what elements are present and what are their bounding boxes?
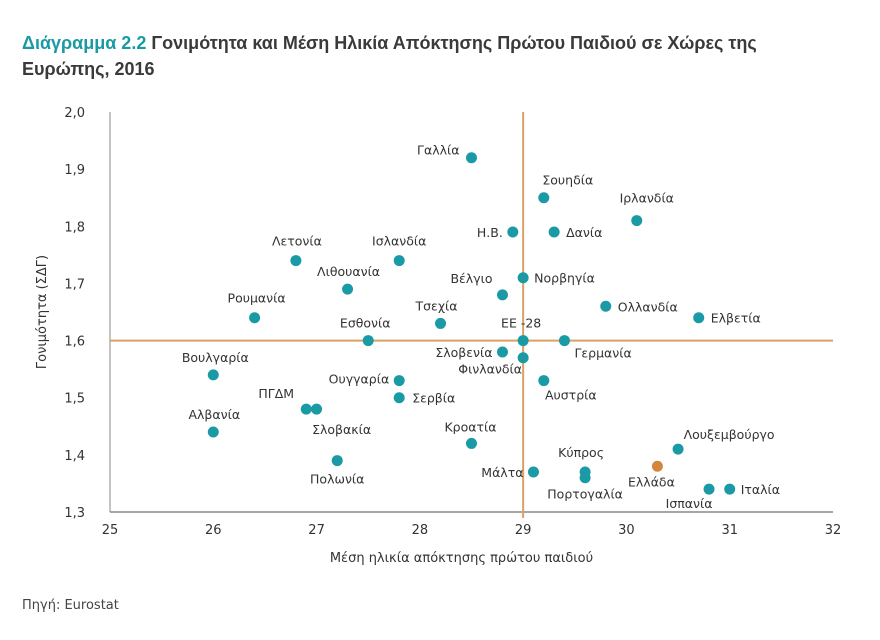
data-point bbox=[466, 437, 477, 449]
data-point bbox=[651, 460, 663, 472]
data-label: Γαλλία bbox=[417, 143, 459, 158]
data-label: Εσθονία bbox=[340, 316, 391, 331]
x-axis-title: Μέση ηλικία απόκτησης πρώτου παιδιού bbox=[330, 551, 593, 566]
data-label: Βουλγαρία bbox=[182, 350, 249, 365]
data-point bbox=[393, 392, 405, 404]
x-tick-label: 29 bbox=[515, 523, 532, 538]
data-label: Ελβετία bbox=[711, 311, 761, 326]
data-point bbox=[466, 152, 477, 164]
data-label: Ιταλία bbox=[741, 482, 780, 497]
data-point bbox=[538, 375, 550, 387]
data-point bbox=[631, 215, 643, 227]
data-label: ΠΓΔΜ bbox=[258, 386, 294, 401]
x-tick-label: 26 bbox=[205, 523, 222, 538]
data-label: Ισλανδία bbox=[372, 234, 426, 249]
x-tick-label: 31 bbox=[721, 523, 738, 538]
data-point bbox=[435, 317, 447, 329]
y-tick-label: 1,5 bbox=[64, 392, 85, 407]
data-label: Λουξεμβούργο bbox=[684, 427, 775, 442]
data-label: Ουγγαρία bbox=[329, 372, 390, 387]
y-tick-label: 2,0 bbox=[64, 106, 85, 121]
data-label: Νορβηγία bbox=[534, 271, 595, 286]
chart-title: Διάγραμμα 2.2 Γονιμότητα και Μέση Ηλικία… bbox=[22, 30, 822, 82]
data-label: Ρουμανία bbox=[228, 291, 286, 306]
data-label: Ελλάδα bbox=[628, 474, 675, 489]
y-tick-label: 1,7 bbox=[64, 277, 85, 292]
data-point bbox=[362, 335, 374, 347]
data-point bbox=[393, 375, 405, 387]
y-tick-label: 1,6 bbox=[64, 335, 85, 350]
data-point bbox=[548, 226, 560, 238]
data-label: Πορτογαλία bbox=[547, 487, 623, 502]
data-label: Πολωνία bbox=[310, 472, 364, 487]
data-point bbox=[300, 403, 312, 415]
data-point bbox=[290, 255, 302, 267]
data-point bbox=[207, 369, 219, 381]
y-axis-title: Γονιμότητα (ΣΔΓ) bbox=[35, 255, 50, 369]
data-point bbox=[693, 312, 705, 324]
data-point bbox=[703, 483, 715, 495]
x-tick-label: 25 bbox=[102, 523, 119, 538]
data-label: Σλοβακία bbox=[312, 422, 371, 437]
data-label: Κύπρος bbox=[558, 445, 604, 460]
data-point bbox=[393, 255, 405, 267]
data-point bbox=[311, 403, 323, 415]
data-label: Μάλτα bbox=[481, 465, 523, 480]
data-point bbox=[724, 483, 736, 495]
x-tick-label: 32 bbox=[825, 523, 842, 538]
data-label: Κροατία bbox=[444, 419, 496, 434]
data-label: Σουηδία bbox=[542, 173, 593, 188]
data-label: Αλβανία bbox=[188, 407, 240, 422]
data-label: Φινλανδία bbox=[458, 362, 522, 377]
y-tick-label: 1,8 bbox=[64, 220, 85, 235]
data-point bbox=[538, 192, 550, 204]
data-label: Ισπανία bbox=[666, 496, 713, 511]
y-tick-label: 1,4 bbox=[64, 449, 85, 464]
data-label: Βέλγιο bbox=[450, 271, 492, 286]
data-point bbox=[527, 466, 539, 478]
data-point bbox=[517, 352, 529, 364]
x-tick-label: 27 bbox=[308, 523, 325, 538]
data-point bbox=[672, 443, 684, 455]
data-label: Αυστρία bbox=[545, 388, 597, 403]
data-point bbox=[579, 472, 591, 484]
data-point bbox=[496, 346, 508, 358]
data-point bbox=[331, 455, 343, 467]
data-point bbox=[507, 226, 519, 238]
data-point bbox=[342, 283, 354, 295]
chart-title-text: Γονιμότητα και Μέση Ηλικία Απόκτησης Πρώ… bbox=[22, 33, 757, 79]
data-point bbox=[207, 426, 219, 438]
data-label: Η.Β. bbox=[477, 225, 503, 240]
data-label: Γερμανία bbox=[574, 346, 631, 361]
data-point bbox=[517, 335, 529, 347]
x-tick-label: 30 bbox=[618, 523, 635, 538]
data-label: Σερβία bbox=[412, 391, 455, 406]
data-point bbox=[249, 312, 261, 324]
data-point bbox=[517, 272, 529, 284]
x-tick-label: 28 bbox=[412, 523, 429, 538]
data-label: ΕΕ -28 bbox=[501, 316, 541, 331]
data-label: Ιρλανδία bbox=[620, 191, 674, 206]
data-label: Λετονία bbox=[272, 234, 322, 249]
y-tick-label: 1,9 bbox=[64, 163, 85, 178]
data-label: Σλοβενία bbox=[435, 345, 492, 360]
data-label: Δανία bbox=[566, 225, 602, 240]
data-label: Τσεχία bbox=[415, 298, 458, 313]
data-label: Ολλανδία bbox=[618, 299, 678, 314]
source-note: Πηγή: Eurostat bbox=[22, 598, 119, 613]
chart-number: Διάγραμμα 2.2 bbox=[22, 33, 147, 53]
y-tick-label: 1,3 bbox=[64, 506, 85, 521]
data-label: Λιθουανία bbox=[317, 264, 380, 279]
data-point bbox=[600, 300, 612, 312]
data-point bbox=[558, 335, 570, 347]
data-point bbox=[496, 289, 508, 301]
